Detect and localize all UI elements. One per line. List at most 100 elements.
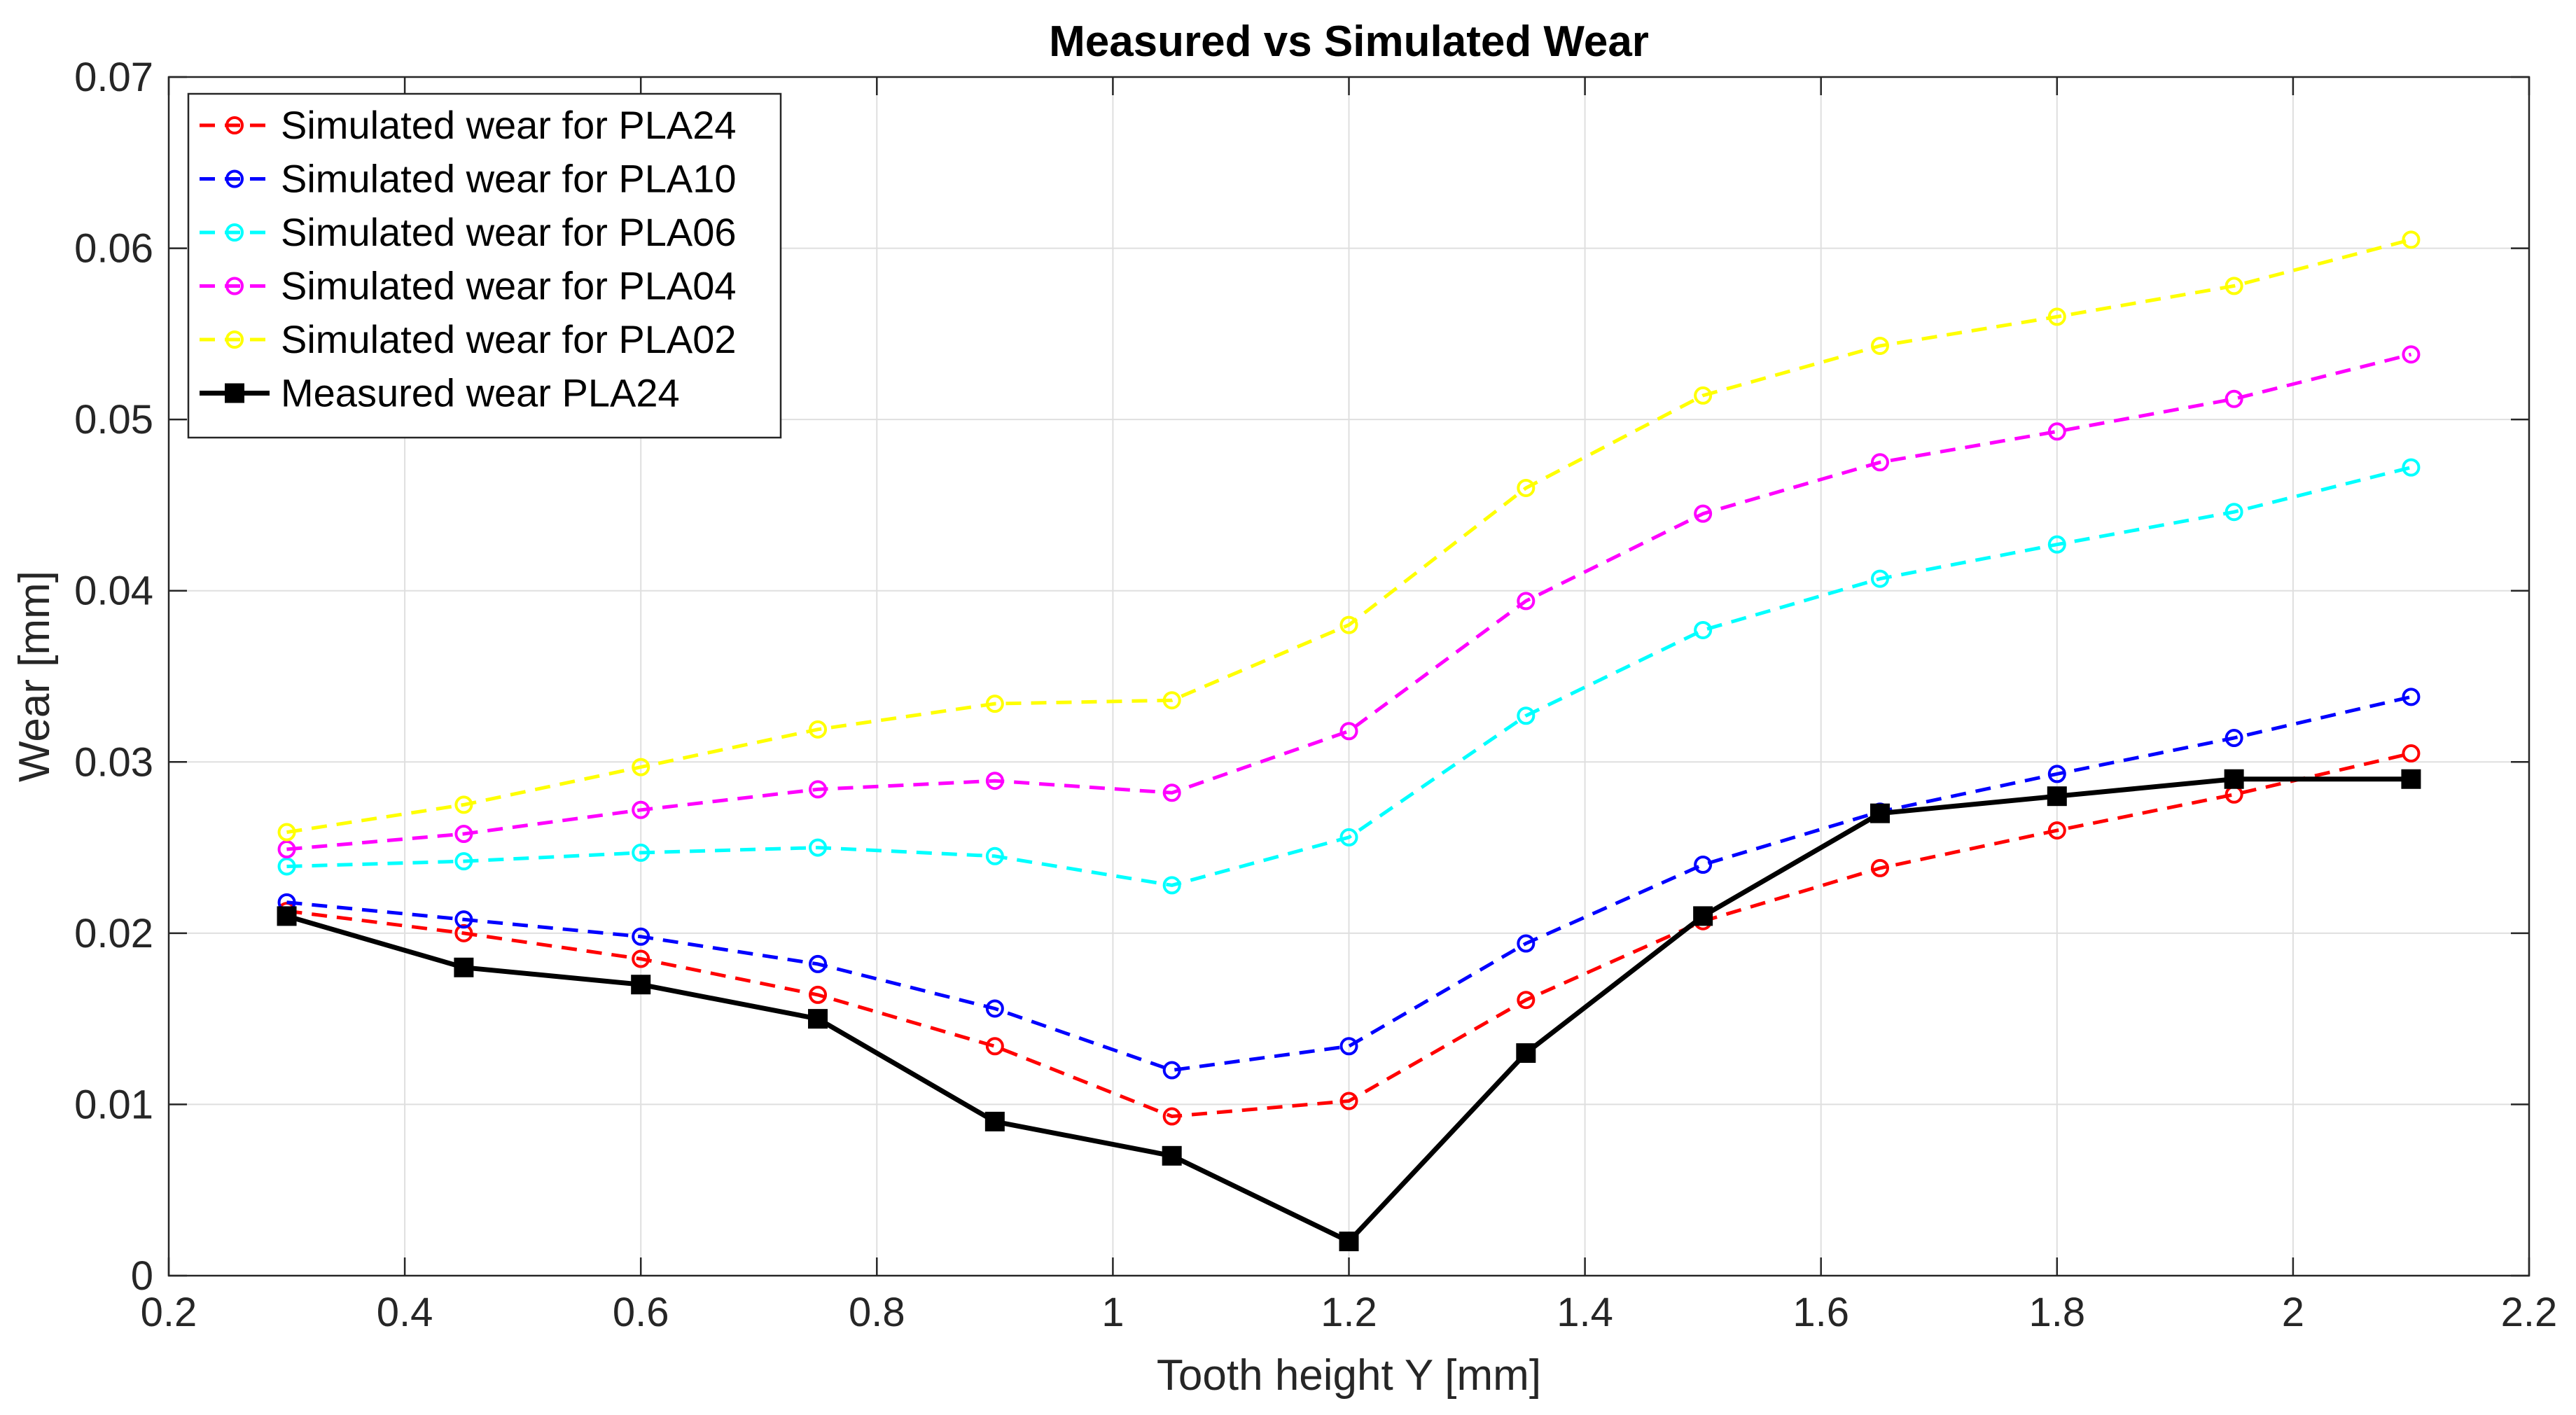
data-point xyxy=(2402,744,2421,763)
data-point xyxy=(277,840,296,859)
x-tick-label: 0.2 xyxy=(141,1290,197,1335)
legend-label: Simulated wear for PLA10 xyxy=(281,157,737,201)
legend-marker xyxy=(225,383,244,403)
data-point xyxy=(632,927,650,946)
chart-title: Measured vs Simulated Wear xyxy=(1049,18,1649,66)
series-layer xyxy=(277,230,2421,1252)
data-point xyxy=(2225,389,2243,408)
data-point xyxy=(985,695,1004,713)
data-point xyxy=(1517,478,1536,497)
x-tick-label: 2.2 xyxy=(2501,1290,2558,1335)
data-point xyxy=(1516,1043,1536,1064)
x-tick-label: 1.8 xyxy=(2028,1290,2085,1335)
data-point xyxy=(1870,803,1890,823)
data-point xyxy=(985,772,1004,790)
data-point xyxy=(2047,765,2066,783)
legend: Simulated wear for PLA24 Simulated wear f… xyxy=(187,92,782,439)
data-point xyxy=(1162,691,1181,710)
data-point xyxy=(2225,503,2243,522)
data-point xyxy=(1694,386,1713,405)
data-point xyxy=(1694,620,1713,639)
legend-marker xyxy=(225,116,244,134)
data-point xyxy=(809,720,828,739)
series-1 xyxy=(277,688,2421,1080)
data-point xyxy=(2047,821,2066,840)
legend-marker xyxy=(225,223,244,242)
data-point xyxy=(985,1037,1004,1056)
data-point xyxy=(1694,856,1713,874)
data-point xyxy=(1162,1061,1181,1080)
y-tick-label: 0.07 xyxy=(74,55,153,100)
data-point xyxy=(2402,458,2421,477)
data-point xyxy=(1517,706,1536,725)
series-line xyxy=(286,466,2412,887)
data-point xyxy=(454,852,473,871)
data-point xyxy=(2047,307,2066,326)
data-point xyxy=(2401,769,2421,789)
data-point xyxy=(454,825,473,844)
x-tick-label: 1.6 xyxy=(1792,1290,1849,1335)
series-3 xyxy=(277,345,2421,859)
data-point xyxy=(2402,230,2421,249)
data-point xyxy=(1870,336,1889,355)
legend-label: Measured wear PLA24 xyxy=(281,371,680,415)
y-tick-label: 0.02 xyxy=(74,911,153,956)
data-point xyxy=(1517,934,1536,953)
legend-label: Simulated wear for PLA24 xyxy=(281,103,737,147)
data-point xyxy=(2225,277,2243,295)
x-tick-label: 2 xyxy=(2282,1290,2304,1335)
data-point xyxy=(984,1111,1005,1131)
data-point xyxy=(1339,1232,1359,1252)
x-tick-label: 0.8 xyxy=(849,1290,905,1335)
legend-label: Simulated wear for PLA02 xyxy=(281,317,737,361)
legend-box xyxy=(187,92,782,439)
series-line xyxy=(286,352,2412,851)
data-point xyxy=(454,795,473,814)
x-tick-label: 0.6 xyxy=(613,1290,669,1335)
y-tick-label: 0.01 xyxy=(74,1082,153,1127)
data-point xyxy=(631,975,651,995)
series-line xyxy=(286,695,2412,1072)
data-point xyxy=(809,780,828,799)
data-point xyxy=(809,838,828,857)
data-point xyxy=(632,843,650,862)
series-0 xyxy=(277,744,2421,1126)
x-tick-label: 1.2 xyxy=(1321,1290,1377,1335)
data-point xyxy=(1693,906,1713,926)
y-tick-label: 0 xyxy=(131,1253,153,1299)
data-point xyxy=(2225,729,2243,748)
series-line xyxy=(286,751,2412,1118)
x-axis-label: Tooth height Y [mm] xyxy=(1157,1351,1541,1400)
data-point xyxy=(2047,786,2067,807)
series-4 xyxy=(277,230,2421,842)
y-tick-label: 0.06 xyxy=(74,226,153,272)
legend-label: Simulated wear for PLA06 xyxy=(281,210,737,254)
data-point xyxy=(2224,769,2244,789)
data-point xyxy=(985,999,1004,1018)
data-point xyxy=(1870,453,1889,472)
data-point xyxy=(985,846,1004,865)
data-point xyxy=(1870,858,1889,877)
data-point xyxy=(632,758,650,776)
data-point xyxy=(632,800,650,819)
data-point xyxy=(454,957,474,977)
y-tick-label: 0.05 xyxy=(74,397,153,442)
data-point xyxy=(1517,991,1536,1010)
data-point xyxy=(1339,828,1358,846)
data-point xyxy=(1162,1145,1182,1166)
data-point xyxy=(1339,615,1358,634)
data-point xyxy=(2402,345,2421,364)
data-point xyxy=(1870,569,1889,588)
data-point xyxy=(454,910,473,929)
series-line xyxy=(286,237,2412,835)
legend-marker xyxy=(225,277,244,295)
data-point xyxy=(1339,1037,1358,1056)
series-5 xyxy=(277,769,2421,1252)
data-point xyxy=(1162,783,1181,802)
legend-label: Simulated wear for PLA04 xyxy=(281,264,737,308)
data-point xyxy=(2402,688,2421,706)
data-point xyxy=(809,985,828,1004)
y-tick-label: 0.03 xyxy=(74,739,153,785)
data-point xyxy=(277,857,296,876)
x-tick-label: 1.4 xyxy=(1557,1290,1613,1335)
